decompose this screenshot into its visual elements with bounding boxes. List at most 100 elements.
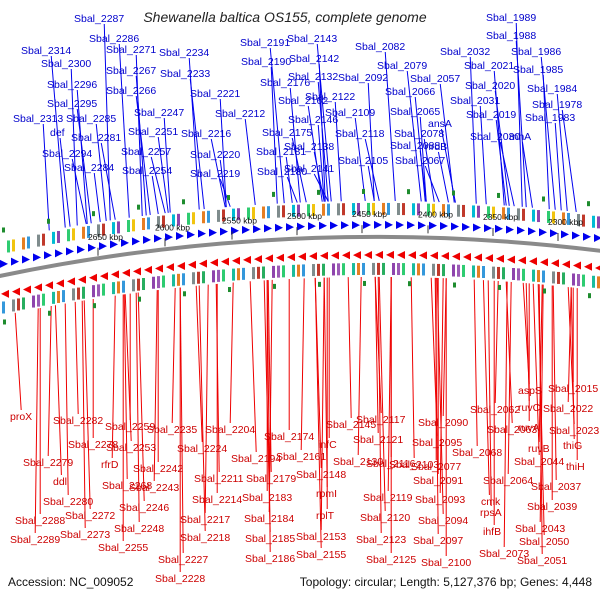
reverse-gene-connector <box>64 303 69 496</box>
forward-gene-arrow <box>231 226 239 235</box>
reverse-gene-arrow <box>122 268 130 277</box>
reverse-gene-arrow <box>100 272 108 281</box>
reverse-feature-box <box>472 265 475 278</box>
forward-gene-arrow <box>286 223 294 232</box>
forward-gene-connector <box>419 150 427 202</box>
forward-feature-box <box>117 221 120 234</box>
forward-gene-label: Sbal_2067 <box>395 155 445 167</box>
forward-gene-connector <box>42 123 50 231</box>
reverse-gene-label: Sbal_2242 <box>133 463 183 475</box>
reverse-feature-box <box>302 264 305 277</box>
forward-gene-arrow <box>528 227 536 236</box>
reverse-gene-label: Sbal_2268 <box>102 480 152 492</box>
forward-gene-connector <box>554 122 562 211</box>
reverse-gene-arrow <box>331 251 339 260</box>
forward-gene-arrow <box>429 221 437 230</box>
reverse-gene-label: Sbal_2272 <box>65 510 115 522</box>
reverse-feature-box <box>462 264 465 277</box>
reverse-gene-label: thiG <box>563 440 582 452</box>
forward-gene-arrow <box>319 221 327 230</box>
reverse-feature-box <box>342 263 345 276</box>
rna-marker <box>317 189 320 195</box>
reverse-gene-arrow <box>166 263 174 272</box>
reverse-gene-arrow <box>1 289 9 298</box>
forward-gene-connector <box>135 75 147 216</box>
reverse-gene-arrow <box>298 252 306 261</box>
reverse-feature-box <box>262 266 265 279</box>
reverse-gene-arrow <box>430 251 438 260</box>
reverse-gene-label: Sbal_2184 <box>244 513 294 525</box>
forward-gene-label: Sbal_1985 <box>513 64 563 76</box>
forward-gene-connector <box>406 70 422 202</box>
forward-gene-arrow <box>264 224 272 233</box>
forward-feature-box <box>577 214 580 227</box>
reverse-feature-box <box>497 266 500 279</box>
rna-marker <box>318 281 321 287</box>
reverse-feature-box <box>502 267 505 280</box>
reverse-gene-connector <box>507 281 512 475</box>
reverse-gene-connector <box>410 277 415 459</box>
forward-gene-arrow <box>132 237 140 246</box>
reverse-feature-box <box>557 271 560 284</box>
reverse-feature-box <box>392 262 395 275</box>
forward-gene-connector <box>100 142 116 220</box>
forward-gene-arrow <box>418 221 426 230</box>
reverse-gene-arrow <box>562 260 570 269</box>
reverse-gene-connector <box>171 288 176 424</box>
rna-marker <box>588 293 591 299</box>
forward-gene-arrow <box>341 221 349 230</box>
reverse-feature-box <box>202 271 205 284</box>
reverse-feature-box <box>92 285 95 298</box>
forward-gene-connector <box>70 68 78 226</box>
forward-gene-arrow <box>55 249 63 258</box>
reverse-gene-label: Sbal_2077 <box>411 461 461 473</box>
reverse-gene-connector <box>111 295 116 459</box>
forward-gene-connector <box>151 175 159 215</box>
reverse-gene-label: Sbal_2278 <box>68 439 118 451</box>
reverse-gene-label: Sbal_2282 <box>53 415 103 427</box>
forward-feature-box <box>12 239 15 252</box>
reverse-feature-box <box>152 276 155 289</box>
forward-feature-box <box>292 204 295 217</box>
reverse-feature-box <box>117 281 120 294</box>
forward-feature-box <box>367 202 370 215</box>
reverse-gene-arrow <box>45 281 53 290</box>
reverse-gene-label: Sbal_2015 <box>548 383 598 395</box>
reverse-feature-box <box>572 273 575 286</box>
reverse-gene-label: Sbal_2044 <box>514 456 564 468</box>
reverse-feature-box <box>532 269 535 282</box>
reverse-gene-label: Sbal_2174 <box>264 431 314 443</box>
forward-gene-arrow <box>198 229 206 238</box>
reverse-gene-label: Sbal_2120 <box>360 512 410 524</box>
reverse-gene-arrow <box>342 251 350 260</box>
forward-gene-label: Sbal_2143 <box>287 33 337 45</box>
forward-feature-box <box>597 216 600 229</box>
reverse-feature-box <box>442 264 445 277</box>
forward-gene-connector <box>150 156 166 214</box>
forward-feature-box <box>402 203 405 216</box>
forward-gene-connector <box>71 158 87 225</box>
forward-feature-box <box>417 203 420 216</box>
forward-feature-box <box>232 208 235 221</box>
forward-feature-box <box>427 203 430 216</box>
forward-gene-arrow <box>550 229 558 238</box>
forward-feature-box <box>57 230 60 243</box>
genome-backbone <box>0 234 600 278</box>
reverse-gene-label: Sbal_2145 <box>326 419 376 431</box>
forward-feature-box <box>477 205 480 218</box>
forward-gene-arrow <box>352 221 360 230</box>
rna-marker <box>227 195 230 201</box>
forward-gene-label: Sbal_2314 <box>21 45 71 57</box>
forward-gene-connector <box>561 109 577 213</box>
forward-gene-label: Sbal_2313 <box>13 113 63 125</box>
reverse-gene-connector <box>249 281 257 453</box>
forward-gene-connector <box>135 95 151 216</box>
reverse-feature-box <box>2 301 5 314</box>
forward-gene-arrow <box>275 223 283 232</box>
reverse-gene-label: proX <box>10 411 32 423</box>
forward-gene-arrow <box>385 220 393 229</box>
reverse-gene-label: Sbal_2093 <box>415 494 465 506</box>
forward-gene-label: Sbal_2220 <box>190 149 240 161</box>
reverse-gene-label: Sbal_2125 <box>366 554 416 566</box>
